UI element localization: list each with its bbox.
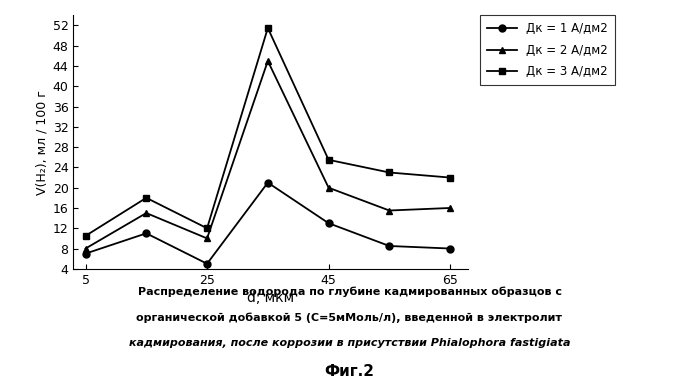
Text: органической добавкой 5 (С=5мМоль/л), введенной в электролит: органической добавкой 5 (С=5мМоль/л), вв… xyxy=(136,312,563,323)
Дк = 3 А/дм2 xyxy=(203,226,211,230)
X-axis label: d, мкм: d, мкм xyxy=(247,291,294,305)
Legend: Дк = 1 А/дм2, Дк = 2 А/дм2, Дк = 3 А/дм2: Дк = 1 А/дм2, Дк = 2 А/дм2, Дк = 3 А/дм2 xyxy=(480,15,615,85)
Дк = 1 А/дм2 xyxy=(385,244,394,248)
Line: Дк = 2 А/дм2: Дк = 2 А/дм2 xyxy=(82,58,454,252)
Дк = 2 А/дм2 xyxy=(142,211,150,215)
Дк = 3 А/дм2 xyxy=(324,157,333,162)
Дк = 1 А/дм2 xyxy=(203,262,211,266)
Дк = 3 А/дм2 xyxy=(142,195,150,200)
Дк = 2 А/дм2 xyxy=(203,236,211,241)
Дк = 3 А/дм2 xyxy=(264,26,272,30)
Дк = 1 А/дм2 xyxy=(142,231,150,236)
Дк = 2 А/дм2 xyxy=(385,208,394,213)
Дк = 1 А/дм2 xyxy=(81,251,89,256)
Дк = 3 А/дм2 xyxy=(385,170,394,175)
Дк = 1 А/дм2 xyxy=(324,221,333,225)
Дк = 3 А/дм2 xyxy=(446,175,454,180)
Text: Распределение водорода по глубине кадмированных образцов с: Распределение водорода по глубине кадмир… xyxy=(138,286,561,296)
Дк = 2 А/дм2 xyxy=(264,59,272,63)
Дк = 2 А/дм2 xyxy=(81,246,89,251)
Дк = 1 А/дм2 xyxy=(446,246,454,251)
Y-axis label: V(H₂), мл / 100 г: V(H₂), мл / 100 г xyxy=(36,89,48,195)
Line: Дк = 3 А/дм2: Дк = 3 А/дм2 xyxy=(82,25,454,239)
Дк = 2 А/дм2 xyxy=(446,206,454,210)
Дк = 2 А/дм2 xyxy=(324,185,333,190)
Дк = 1 А/дм2 xyxy=(264,180,272,185)
Дк = 3 А/дм2 xyxy=(81,233,89,238)
Text: Фиг.2: Фиг.2 xyxy=(324,364,375,379)
Text: кадмирования, после коррозии в присутствии Phialophora fastigiata: кадмирования, после коррозии в присутств… xyxy=(129,338,570,348)
Line: Дк = 1 А/дм2: Дк = 1 А/дм2 xyxy=(82,179,454,267)
